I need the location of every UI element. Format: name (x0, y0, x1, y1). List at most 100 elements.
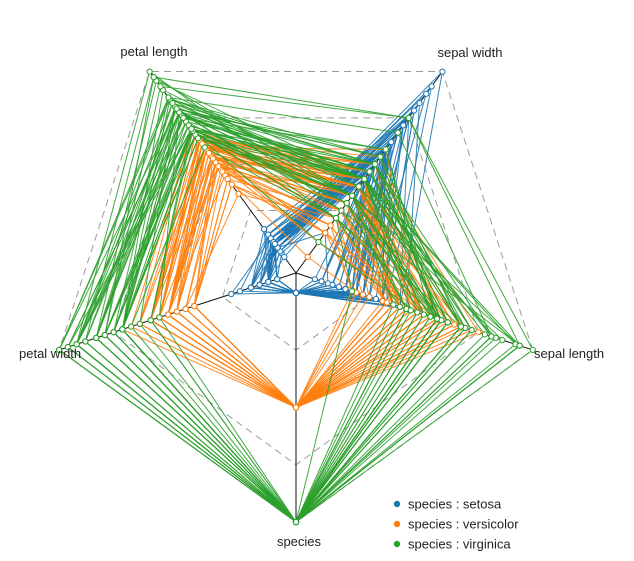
series-line-virginica (158, 111, 425, 523)
series-line-setosa (267, 123, 405, 300)
data-point-virginica (188, 125, 195, 133)
axis-label-sepal-length: sepal length (534, 346, 604, 361)
data-point-virginica (468, 327, 475, 334)
data-point-versicolor (366, 293, 373, 300)
data-point-virginica (516, 342, 523, 349)
series-line-virginica (84, 106, 449, 523)
series-line-virginica (75, 128, 473, 523)
data-point-virginica (433, 315, 441, 322)
data-point-versicolor (219, 168, 226, 175)
series-lines-layer (58, 70, 534, 524)
series-line-virginica (75, 124, 462, 523)
data-point-versicolor (173, 308, 180, 315)
data-point-virginica (407, 307, 414, 314)
data-point-virginica (361, 175, 368, 183)
data-point-versicolor (224, 175, 231, 183)
series-line-virginica (113, 130, 438, 523)
series-line-virginica (113, 128, 407, 523)
data-point-setosa (236, 288, 244, 295)
legend: species : setosa species : versicolor spec… (393, 497, 519, 552)
data-point-versicolor (327, 222, 334, 229)
data-point-versicolor (209, 155, 216, 162)
series-line-versicolor (158, 148, 456, 409)
data-point-virginica (119, 326, 126, 333)
data-point-virginica (457, 323, 464, 330)
legend-marker-versicolor (393, 520, 401, 528)
series-line-virginica (104, 124, 449, 523)
data-point-versicolor (322, 229, 329, 236)
data-point-virginica (157, 83, 164, 90)
series-line-versicolor (176, 161, 408, 409)
data-point-setosa (400, 122, 407, 129)
data-point-setosa (292, 289, 300, 296)
data-point-virginica (56, 346, 63, 353)
grid-ring-1 (222, 210, 370, 351)
data-point-virginica (427, 313, 434, 320)
series-line-setosa (276, 178, 365, 294)
axis-label-species: species (277, 534, 322, 549)
series-line-virginica (113, 96, 504, 523)
data-point-virginica (101, 332, 109, 339)
data-point-versicolor (475, 329, 482, 336)
axis-label-petal-width: petal width (19, 346, 81, 361)
data-point-setosa (335, 283, 342, 290)
series-line-versicolor (193, 183, 357, 409)
series-line-virginica (95, 102, 486, 523)
series-line-virginica (121, 137, 418, 523)
data-point-setosa (261, 226, 268, 233)
data-point-setosa (342, 286, 349, 293)
axis-label-petal-length: petal length (120, 44, 187, 59)
data-point-setosa (439, 68, 446, 75)
data-point-setosa (265, 278, 272, 286)
data-point-virginica (343, 200, 350, 207)
data-point-virginica (201, 144, 208, 151)
data-point-virginica (355, 183, 362, 190)
series-line-versicolor (158, 137, 467, 409)
data-point-setosa (318, 278, 325, 285)
data-point-virginica (529, 346, 536, 353)
legend-marker-setosa (393, 500, 401, 508)
data-point-virginica (82, 338, 89, 345)
series-line-versicolor (150, 146, 384, 409)
data-point-virginica (382, 146, 389, 153)
data-point-virginica (338, 207, 345, 214)
data-point-virginica (93, 334, 100, 341)
grid-ring-3 (113, 117, 479, 466)
data-point-virginica (169, 100, 176, 107)
data-point-virginica (396, 303, 403, 310)
data-point-virginica (315, 239, 322, 246)
data-point-versicolor (228, 181, 235, 188)
legend-label-versicolor: species : versicolor (408, 517, 519, 532)
legend-label-setosa: species : setosa (408, 497, 502, 512)
data-point-versicolor (235, 190, 242, 197)
series-line-setosa (258, 177, 366, 294)
data-point-virginica (150, 74, 157, 81)
data-point-setosa (411, 107, 418, 114)
data-point-virginica (390, 301, 397, 308)
series-line-virginica (104, 130, 401, 523)
data-point-virginica (73, 341, 80, 348)
legend-marker-virginica (393, 540, 401, 548)
data-point-virginica (195, 135, 202, 142)
data-point-versicolor (182, 305, 189, 312)
data-point-virginica (146, 68, 153, 75)
series-line-versicolor (167, 148, 438, 409)
series-line-versicolor (167, 152, 432, 409)
data-point-virginica (292, 518, 300, 526)
data-point-setosa (423, 90, 430, 97)
data-point-virginica (394, 129, 401, 136)
data-point-virginica (499, 336, 506, 344)
data-point-virginica (377, 153, 384, 160)
data-point-setosa (256, 281, 263, 288)
axis-label-sepal-width: sepal width (437, 45, 502, 60)
data-point-virginica (147, 317, 154, 324)
data-point-virginica (348, 288, 356, 295)
series-line-versicolor (139, 146, 418, 409)
series-line-virginica (121, 128, 412, 523)
series-line-versicolor (167, 158, 401, 409)
data-point-setosa (247, 284, 254, 291)
data-point-virginica (64, 344, 72, 351)
series-line-virginica (121, 115, 442, 523)
data-point-versicolor (205, 150, 212, 157)
data-point-virginica (405, 114, 412, 122)
